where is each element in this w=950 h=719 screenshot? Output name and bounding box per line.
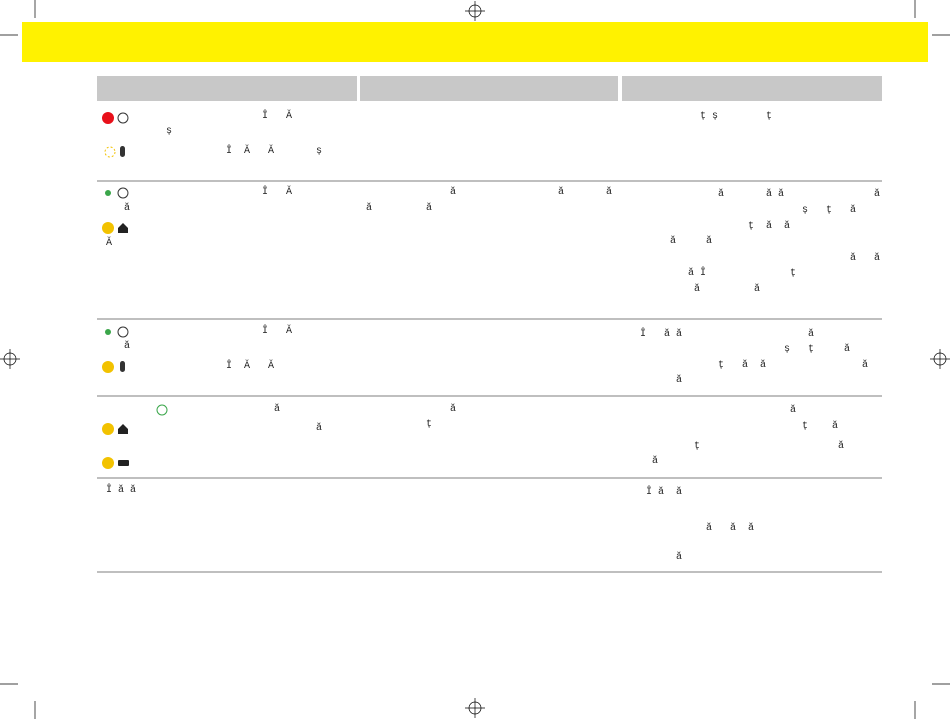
cell-text: ț ă bbox=[622, 441, 845, 452]
table-header bbox=[97, 76, 882, 101]
cell-text: ă bbox=[100, 423, 323, 434]
cell-text: Î Ă bbox=[100, 111, 293, 122]
row-dividers bbox=[97, 180, 882, 573]
cell-text: Î ă ă bbox=[100, 485, 137, 496]
cell-text: ă bbox=[360, 404, 457, 415]
cell-text: ă ă bbox=[622, 284, 761, 295]
banner bbox=[22, 22, 928, 62]
cell-text: ț ă ă ă bbox=[622, 360, 869, 371]
cell-text: ă bbox=[622, 456, 659, 467]
cell-text: Î Ă bbox=[100, 187, 293, 198]
cell-text: ă ă bbox=[622, 253, 881, 264]
cell-text: ă ă ă bbox=[360, 187, 613, 198]
cell-text: ă bbox=[622, 375, 683, 386]
cell-text: Ă bbox=[100, 238, 113, 249]
cell-text: ă Î ț bbox=[622, 268, 797, 279]
cell-text: ă ă bbox=[622, 236, 713, 247]
status-icons bbox=[102, 112, 168, 469]
cell-text: ă bbox=[100, 404, 281, 415]
cell-text: ă ă ă ă bbox=[622, 189, 881, 200]
cell-text: ă bbox=[100, 341, 131, 352]
cell-text: ă bbox=[100, 203, 131, 214]
cell-text: Î Ă Ă ș bbox=[100, 146, 323, 157]
cell-text: Î Ă bbox=[100, 326, 293, 337]
cell-text: ș bbox=[100, 126, 173, 137]
cell-text: Î Ă Ă bbox=[100, 361, 275, 372]
cell-text: ț ă ă bbox=[622, 221, 791, 232]
cell-text: ț bbox=[360, 419, 433, 430]
cell-text: ă bbox=[622, 552, 683, 563]
cell-text: ț ș ț bbox=[622, 111, 773, 122]
cell-text: ă ă ă bbox=[622, 523, 755, 534]
cell-text: ă bbox=[622, 405, 797, 416]
cell-text: Î ă ă ă bbox=[622, 329, 815, 340]
cell-text: ș ț ă bbox=[622, 344, 851, 355]
cell-text: ș ț ă bbox=[622, 205, 857, 216]
cell-text: Î ă ă bbox=[622, 487, 683, 498]
cell-text: ă ă bbox=[360, 203, 433, 214]
cell-text: ț ă bbox=[622, 421, 839, 432]
